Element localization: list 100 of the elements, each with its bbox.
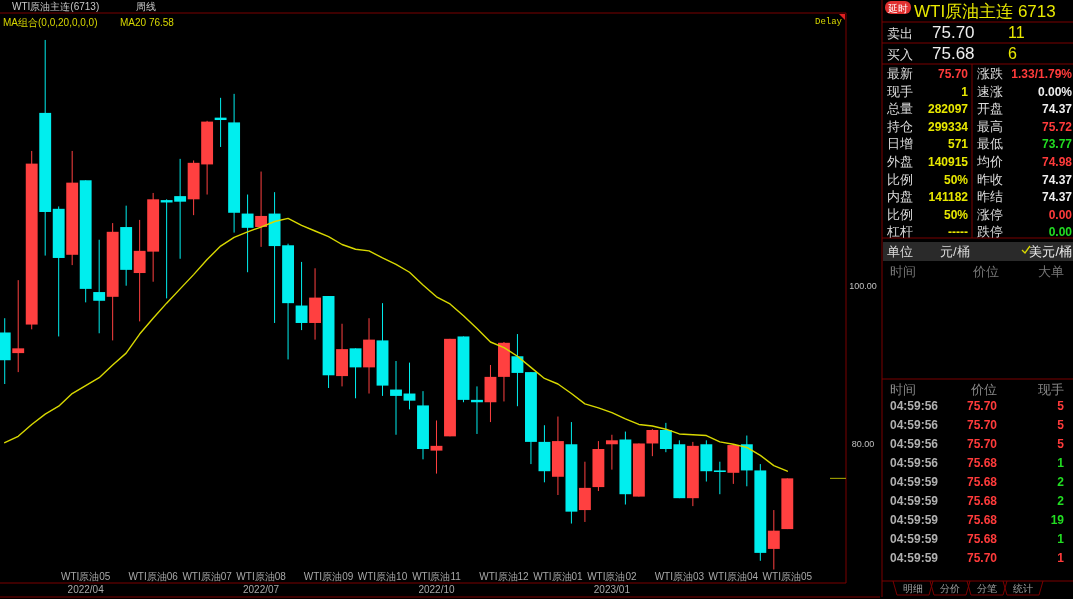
text: 2 [1057, 475, 1065, 489]
text: 1 [1057, 532, 1065, 546]
text: 统计 [1013, 583, 1033, 594]
text: 04:59:59 [890, 475, 939, 489]
text: 涨停 [977, 206, 1003, 222]
x-tick-label: WTI原油07 [182, 571, 233, 582]
text: 跌停 [977, 224, 1003, 240]
x-tick-label: WTI原油12 [479, 571, 530, 582]
text: 282097 [927, 102, 969, 117]
x-tick-label: WTI原油10 [357, 571, 408, 582]
text: 昨收 [977, 171, 1003, 187]
text: 持仓 [887, 118, 913, 134]
text: 日增 [887, 136, 913, 152]
text: 均价 [976, 154, 1003, 169]
candlestick [713, 461, 726, 495]
text: 75.70 [966, 437, 998, 451]
text: 19 [1050, 513, 1065, 527]
text: WTI原油主连 6713 [914, 2, 1056, 21]
text: 美元/桶 [1029, 244, 1072, 259]
text: 现手 [1038, 382, 1064, 397]
text: 75.68 [966, 456, 998, 470]
text: 04:59:59 [890, 551, 939, 565]
text: 141182 [928, 190, 969, 205]
text: 299334 [927, 119, 969, 134]
text: 分笔 [977, 583, 997, 594]
text: 1 [961, 84, 969, 99]
text: 75.68 [966, 494, 998, 508]
x-tick-label: WTI原油04 [708, 571, 759, 582]
candlestick [241, 194, 254, 273]
text: 比例 [887, 171, 913, 187]
text: 74.98 [1041, 155, 1073, 169]
x-tick-label: WTI原油06 [128, 571, 179, 582]
text: 时间 [890, 382, 916, 397]
text: 5 [1057, 399, 1065, 413]
text: 74.37 [1041, 172, 1073, 187]
candlestick [430, 419, 443, 475]
text: 总量 [886, 101, 913, 117]
candlestick [605, 434, 618, 471]
text: 04:59:56 [890, 456, 939, 470]
text: 140915 [927, 155, 969, 169]
text: 75.68 [932, 44, 975, 63]
x-tick-label: WTI原油09 [303, 571, 354, 582]
y-tick-label: 100.00 [849, 280, 877, 291]
text: 1 [1057, 551, 1065, 565]
text: 04:59:56 [890, 437, 939, 451]
text: 1 [1057, 456, 1065, 470]
text: 5 [1057, 437, 1065, 451]
text: 74.37 [1041, 190, 1073, 205]
text: 571 [947, 137, 969, 152]
candlestick [12, 279, 25, 373]
text: 75.68 [966, 475, 998, 489]
text: 单位 [887, 244, 913, 259]
text: 0.00 [1048, 225, 1073, 240]
text: 6 [1008, 45, 1017, 62]
y-tick-label: 80.00 [851, 439, 875, 450]
text: ----- [948, 225, 968, 240]
text: 元/桶 [940, 244, 970, 259]
text: 分价 [940, 583, 960, 594]
candlestick [255, 171, 268, 248]
candlestick [403, 362, 416, 410]
x-tick-label: WTI原油02 2023/01 [587, 571, 638, 595]
text: 外盘 [887, 154, 913, 169]
text: 11 [1008, 24, 1025, 41]
text: 涨跌 [977, 66, 1003, 81]
text: 最高 [977, 118, 1003, 134]
text: 75.70 [966, 418, 998, 432]
text: 04:59:59 [890, 513, 939, 527]
text: 明细 [903, 583, 923, 594]
x-tick-label: WTI原油05 2022/04 [60, 571, 111, 595]
text: 75.70 [937, 67, 969, 81]
text: 74.37 [1041, 102, 1073, 117]
text: 杠杆 [886, 224, 913, 240]
x-tick-label: WTI原油05 [762, 571, 813, 582]
x-tick-label: WTI原油03 [654, 571, 705, 582]
text: 50% [943, 172, 969, 187]
text: 75.70 [966, 551, 998, 565]
text: 5 [1057, 418, 1065, 432]
text: 04:59:56 [890, 418, 939, 432]
text: 0.00% [1037, 84, 1073, 99]
text: 开盘 [977, 101, 1003, 117]
candlestick [349, 347, 362, 399]
text: 周线 [136, 1, 156, 12]
candlestick [295, 261, 308, 331]
text: 1.33/1.79% [1011, 67, 1073, 81]
text: 0.00 [1048, 207, 1073, 222]
text: 昨结 [977, 189, 1003, 205]
text: Delay [814, 17, 843, 27]
text: 04:59:59 [890, 494, 939, 508]
text: 04:59:59 [890, 532, 939, 546]
candlestick [390, 360, 402, 436]
candlestick [767, 509, 780, 571]
text: 时间 [890, 264, 916, 279]
text: 价位 [972, 264, 999, 279]
text: 现手 [887, 83, 913, 99]
text: 卖出 [887, 26, 913, 41]
text: 75.68 [966, 532, 998, 546]
text: 2 [1057, 494, 1065, 508]
x-tick-label: WTI原油08 2022/07 [236, 571, 287, 595]
text: 价位 [970, 382, 997, 397]
text: 买入 [887, 47, 913, 62]
